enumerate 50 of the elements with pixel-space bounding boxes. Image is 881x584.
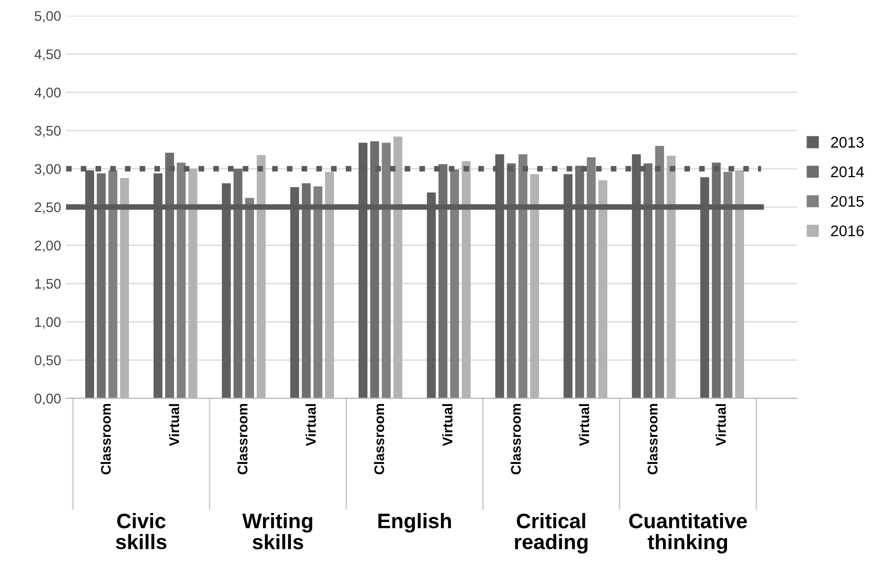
legend-label: 2016 — [831, 225, 864, 236]
y-tick-label: 3,00 — [34, 164, 61, 176]
legend-label: 2013 — [831, 136, 864, 148]
bar — [302, 183, 311, 398]
text: Civic skills — [116, 513, 166, 550]
bar — [518, 154, 528, 398]
bar — [644, 163, 652, 398]
x-tick-label: Classroom — [374, 404, 384, 474]
bar — [506, 163, 516, 398]
text: English — [378, 513, 451, 533]
bar — [165, 152, 174, 398]
y-tick-label: 4,00 — [34, 88, 61, 100]
x-tick-label: Virtual — [306, 404, 316, 446]
bar — [313, 186, 322, 398]
x-tick-label: Virtual — [578, 404, 590, 446]
text: Cuantitative thinking — [629, 513, 747, 554]
y-tick-label: 0,00 — [34, 394, 61, 406]
bar — [96, 173, 106, 398]
y-tick-label: 2,00 — [34, 240, 61, 252]
y-tick-label: 5,00 — [34, 11, 61, 23]
bar — [438, 164, 448, 398]
bar — [724, 172, 732, 398]
bar — [655, 146, 664, 398]
bar — [370, 141, 380, 398]
x-tick-label: Classroom — [237, 404, 248, 474]
legend-label: 2015 — [831, 196, 864, 207]
text: Writing skills — [242, 513, 312, 550]
x-tick-label: Virtual — [716, 404, 726, 446]
x-tick-label: Classroom — [100, 404, 111, 474]
bar — [712, 162, 721, 398]
y-tick-label: 1,00 — [35, 317, 61, 329]
bar — [382, 142, 391, 398]
text: Critical reading — [515, 513, 588, 554]
y-tick-label: 1,50 — [35, 278, 61, 290]
bar — [176, 162, 186, 398]
bar — [108, 170, 118, 398]
bar — [245, 198, 254, 398]
y-tick-label: 3,50 — [34, 126, 61, 138]
x-tick-label: Classroom — [510, 404, 521, 474]
bar — [234, 168, 242, 398]
y-tick-label: 0,50 — [34, 355, 61, 367]
y-tick-label: 4,50 — [34, 49, 61, 61]
y-tick-label: 2,50 — [34, 202, 61, 214]
bar — [586, 157, 596, 398]
legend-label: 2014 — [831, 166, 864, 178]
x-tick-label: Classroom — [647, 404, 658, 474]
x-tick-label: Virtual — [442, 404, 453, 446]
bar — [575, 166, 584, 398]
x-tick-label: Virtual — [168, 404, 180, 446]
bar — [450, 170, 460, 398]
